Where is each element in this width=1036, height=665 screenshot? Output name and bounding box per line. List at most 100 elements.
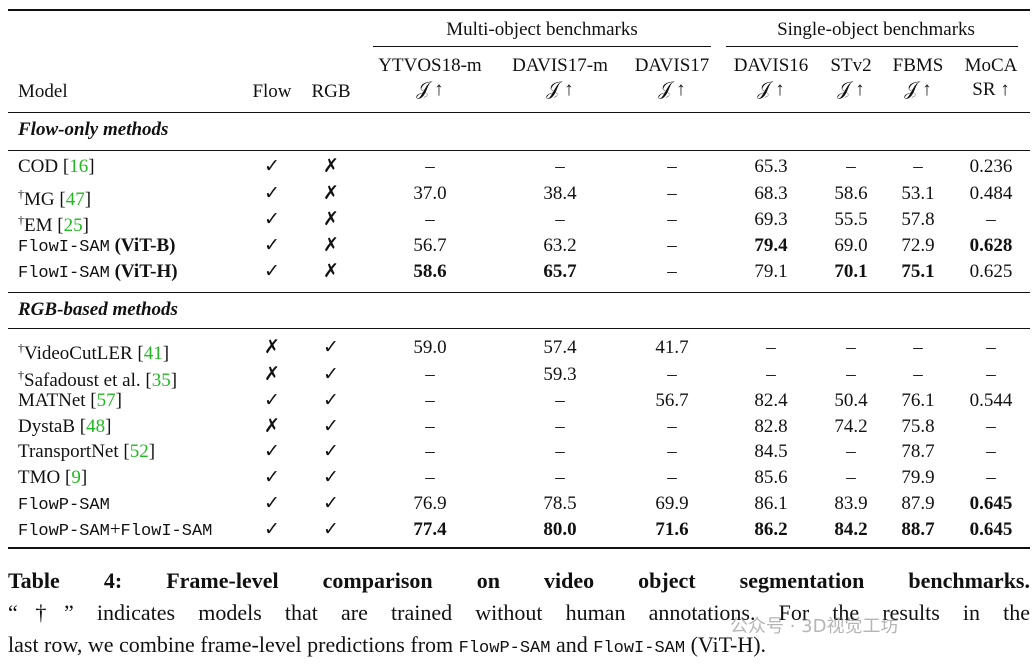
table-cell: –: [425, 390, 435, 411]
text-segment: †: [18, 187, 24, 201]
table-cell: ✗: [323, 183, 339, 204]
table-cell: 37.0: [413, 183, 447, 204]
table-cell: 74.2: [834, 416, 868, 437]
rule: [8, 292, 1030, 293]
table-cell: ✓: [323, 493, 339, 514]
model-name: †Safadoust et al. [35]: [18, 363, 177, 393]
rule: [726, 46, 1018, 47]
table-cell: 65.3: [754, 156, 788, 177]
table-cell: –: [986, 441, 996, 462]
table-cell: –: [667, 441, 677, 462]
table-cell: –: [555, 416, 565, 437]
table-cell: –: [846, 467, 856, 488]
table-cell: ✓: [264, 235, 280, 256]
model-name: FlowI-SAM (ViT-H): [18, 260, 178, 286]
text-segment: ]: [84, 189, 92, 210]
column-header: 𝒥 ↑: [837, 79, 865, 100]
table-cell: 59.0: [413, 337, 447, 358]
model-name: TMO [9]: [18, 466, 87, 490]
table-cell: –: [555, 390, 565, 411]
text-segment: (ViT-H): [109, 261, 178, 282]
table-cell: ✓: [264, 183, 280, 204]
table-cell: –: [667, 235, 677, 256]
table-cell: 57.8: [901, 209, 935, 230]
table-cell: 56.7: [655, 390, 689, 411]
section-title: RGB-based methods: [18, 299, 178, 320]
text-segment: ]: [82, 215, 89, 236]
text-segment: and: [550, 632, 594, 657]
table-cell: 53.1: [901, 183, 935, 204]
text-segment: 9: [71, 467, 81, 488]
table-cell: 38.4: [543, 183, 577, 204]
table-cell: 69.0: [834, 235, 868, 256]
caption-line: Table 4: Frame-level comparison on video…: [8, 566, 1030, 596]
text-segment: FlowP-SAM: [18, 522, 110, 541]
table-cell: 65.7: [543, 261, 577, 282]
table-cell: ✓: [323, 390, 339, 411]
text-segment: EM [: [24, 215, 64, 236]
column-header: 𝒥 ↑: [546, 79, 574, 100]
column-header: Flow: [252, 81, 292, 102]
table-cell: –: [555, 467, 565, 488]
column-header: MoCA: [964, 55, 1018, 76]
table-cell: –: [766, 364, 776, 385]
table-cell: ✗: [323, 209, 339, 230]
rule: [8, 112, 1030, 113]
model-name: †VideoCutLER [41]: [18, 336, 169, 366]
model-name: FlowP-SAM: [18, 492, 110, 518]
rule: [8, 547, 1030, 549]
table-cell: –: [846, 364, 856, 385]
table-cell: –: [667, 364, 677, 385]
table-cell: ✗: [264, 337, 280, 358]
column-header: STv2: [830, 55, 872, 76]
column-header: Model: [18, 81, 68, 102]
table-cell: ✓: [264, 467, 280, 488]
caption-line: “†” indicates models that are trained wi…: [8, 598, 1030, 628]
table-cell: –: [667, 467, 677, 488]
watermark: 公众号 · 3D视觉工坊: [730, 616, 899, 637]
table-cell: ✗: [323, 261, 339, 282]
table-cell: 75.1: [901, 261, 935, 282]
table-cell: 78.5: [543, 493, 577, 514]
column-header: DAVIS17: [634, 55, 710, 76]
text-segment: Table 4: Frame-level comparison on video…: [8, 568, 1030, 593]
column-header: 𝒥 ↑: [658, 79, 686, 100]
table-cell: 76.1: [901, 390, 935, 411]
text-segment: “†” indicates models that are trained wi…: [8, 600, 1030, 625]
table-cell: 72.9: [901, 235, 935, 256]
text-segment: †: [18, 213, 24, 227]
table-cell: 57.4: [543, 337, 577, 358]
rule: [8, 150, 1030, 151]
column-header: RGB: [311, 81, 351, 102]
text-segment: VideoCutLER [: [24, 343, 144, 364]
text-segment: FlowI-SAM: [593, 639, 686, 658]
table-cell: 82.8: [754, 416, 788, 437]
text-segment: 48: [86, 416, 106, 437]
table-cell: –: [425, 209, 435, 230]
text-segment: ]: [148, 441, 156, 462]
table-cell: 0.484: [969, 183, 1013, 204]
table-cell: 58.6: [834, 183, 868, 204]
table-cell: 84.5: [754, 441, 788, 462]
column-header: SR ↑: [972, 79, 1010, 100]
text-segment: FlowI-SAM: [120, 522, 213, 541]
text-segment: 57: [96, 390, 116, 411]
model-name: DystaB [48]: [18, 415, 111, 439]
table-cell: ✓: [323, 337, 339, 358]
text-segment: †: [18, 368, 24, 382]
text-segment: ]: [115, 390, 122, 411]
table-cell: ✗: [323, 156, 339, 177]
table-cell: 83.9: [834, 493, 868, 514]
table-cell: 41.7: [655, 337, 689, 358]
table-cell: 78.7: [901, 441, 935, 462]
text-segment: TMO [: [18, 467, 72, 488]
table-cell: –: [986, 209, 996, 230]
group-header: Single-object benchmarks: [777, 19, 975, 40]
table-cell: 50.4: [834, 390, 868, 411]
table-cell: 75.8: [901, 416, 935, 437]
table-cell: –: [913, 337, 923, 358]
table-cell: ✗: [323, 235, 339, 256]
table-cell: 76.9: [413, 493, 447, 514]
text-segment: FlowI-SAM: [18, 264, 110, 283]
table-cell: 0.645: [969, 519, 1013, 540]
